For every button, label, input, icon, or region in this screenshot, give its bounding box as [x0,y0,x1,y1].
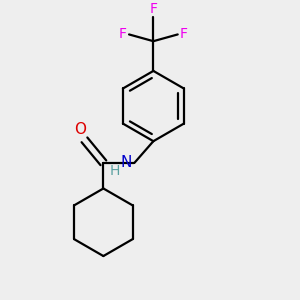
Text: F: F [180,27,188,41]
Text: H: H [109,164,120,178]
Text: F: F [149,2,158,16]
Text: F: F [119,27,127,41]
Text: O: O [74,122,86,137]
Text: N: N [120,155,132,170]
